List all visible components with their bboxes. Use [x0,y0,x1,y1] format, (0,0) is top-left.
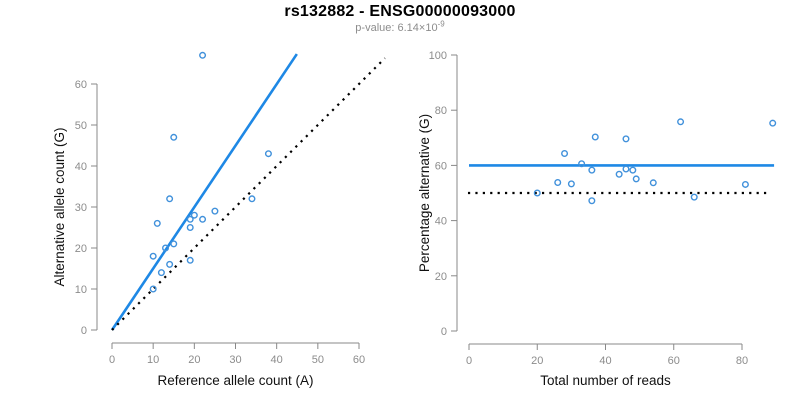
y-tick-label: 60 [435,160,447,172]
y-tick-label: 0 [441,326,447,338]
y-axis-title: Percentage alternative (G) [417,114,432,272]
y-tick-label: 20 [75,243,87,255]
data-point [622,165,630,173]
identity-line [111,57,386,331]
data-point [629,166,637,174]
data-point [615,170,623,178]
x-tick-label: 10 [147,354,159,366]
allele-counts-panel: 0 10 20 30 40 50 60 0 10 20 30 40 50 60 Reference alle… [52,51,386,388]
figure-header: rs132882 - ENSG00000093000 p-value: 6.14… [0,3,800,34]
x-axis-title: Total number of reads [540,373,671,388]
data-point [248,195,256,203]
x-tick-label: 50 [312,354,324,366]
data-point [166,260,174,268]
data-point [690,193,698,201]
data-point [170,240,178,248]
data-point [588,197,596,205]
data-point [186,215,194,223]
fitted-ratio-line [110,53,298,331]
data-point [199,51,207,59]
x-tick-label: 20 [531,355,543,367]
x-tick-label: 30 [229,354,241,366]
data-point [578,160,586,168]
data-point [166,195,174,203]
y-tick-label: 10 [75,284,87,296]
y-tick-label: 60 [75,79,87,91]
data-point [649,179,657,187]
y-axis-title: Alternative allele count (G) [52,127,67,286]
x-tick-label: 80 [736,355,748,367]
y-tick-label: 20 [435,271,447,283]
data-point [199,215,207,223]
y-tick-label: 100 [429,50,447,62]
data-point [591,133,599,141]
x-axis-title: Reference allele count (A) [157,373,313,388]
y-tick-label: 50 [75,120,87,132]
x-tick-label: 20 [188,354,200,366]
y-tick-label: 0 [81,325,87,337]
y-tick-label: 80 [435,105,447,117]
data-point [561,150,569,158]
x-tick-label: 40 [599,355,611,367]
x-tick-label: 0 [109,354,115,366]
data-point [186,223,194,231]
data-point [162,244,170,252]
y-tick-label: 40 [435,216,447,228]
x-tick-label: 60 [353,354,365,366]
p-value-exponent: -9 [437,19,445,29]
data-point [157,269,165,277]
plot-title: rs132882 - ENSG00000093000 [284,3,516,20]
data-point [769,119,777,127]
data-point [190,211,198,219]
data-point [533,189,541,197]
x-tick-label: 0 [466,355,472,367]
data-point [264,150,272,158]
data-point [149,252,157,260]
p-value-text: p-value: 6.14×10 [355,22,438,34]
y-tick-label: 30 [75,202,87,214]
plot-subtitle: p-value: 6.14×10-9 [0,19,800,34]
x-tick-label: 60 [668,355,680,367]
x-tick-label: 40 [271,354,283,366]
data-point [149,285,157,293]
data-point [741,180,749,188]
data-point [588,166,596,174]
data-point [554,179,562,187]
data-point [677,118,685,126]
data-point [186,256,194,264]
percentage-alternative-panel: 0 20 40 60 80 100 0 20 40 60 80 Total number of rea… [417,50,777,388]
data-point [622,135,630,143]
y-tick-label: 40 [75,161,87,173]
data-point [567,180,575,188]
data-point [170,133,178,141]
data-point [211,207,219,215]
data-point [632,175,640,183]
data-point [153,219,161,227]
